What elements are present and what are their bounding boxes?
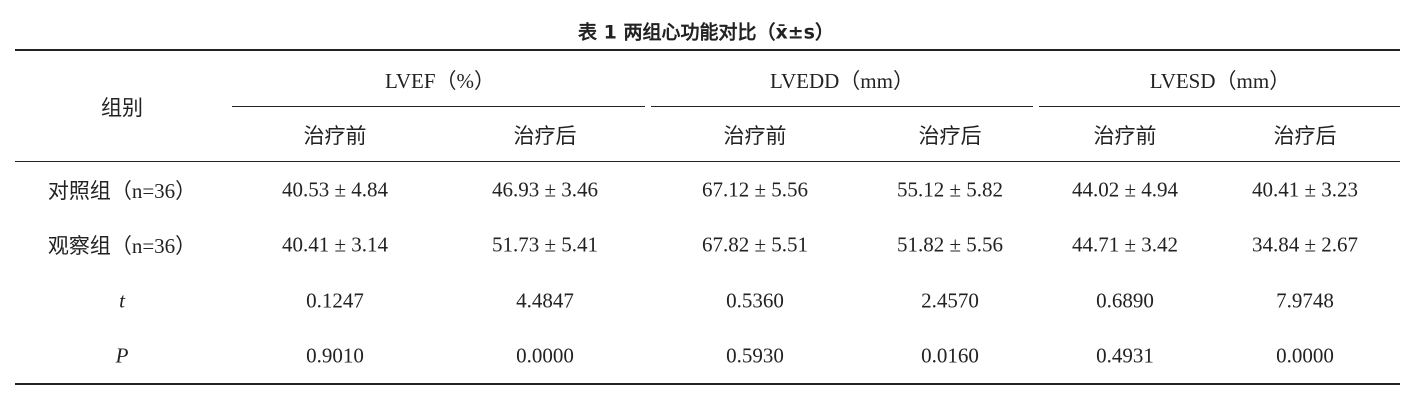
cell: 46.93 ± 3.46 bbox=[491, 177, 599, 202]
group-rule bbox=[232, 106, 645, 107]
cell: 0.5360 bbox=[726, 288, 784, 313]
cell: 0.5930 bbox=[726, 343, 784, 368]
cell: 0.1247 bbox=[306, 288, 364, 313]
bottom-rule bbox=[15, 383, 1400, 385]
cell: 55.12 ± 5.82 bbox=[896, 177, 1004, 202]
subheader: 治疗后 bbox=[918, 124, 982, 148]
top-rule bbox=[15, 49, 1400, 51]
table-title: 表 1 两组心功能对比（x̄±s） bbox=[578, 21, 834, 44]
row-label: P bbox=[115, 343, 129, 368]
cell: 44.02 ± 4.94 bbox=[1071, 177, 1179, 202]
cell: 34.84 ± 2.67 bbox=[1251, 232, 1359, 257]
group-header: 组别 bbox=[101, 96, 143, 120]
cell: 0.0000 bbox=[516, 343, 574, 368]
group-rule bbox=[651, 106, 1033, 107]
subheader: 治疗后 bbox=[1273, 124, 1337, 148]
group-label: LVEF（%） bbox=[384, 69, 496, 93]
group-rule bbox=[1039, 106, 1400, 107]
subheader: 治疗前 bbox=[303, 124, 367, 148]
cell: 51.82 ± 5.56 bbox=[896, 232, 1004, 257]
cell: 7.9748 bbox=[1276, 288, 1334, 313]
subheader: 治疗后 bbox=[513, 124, 577, 148]
cell: 40.53 ± 4.84 bbox=[281, 177, 389, 202]
cell: 0.0000 bbox=[1276, 343, 1334, 368]
cell: 0.4931 bbox=[1096, 343, 1154, 368]
header-rule bbox=[15, 161, 1400, 162]
cell: 4.4847 bbox=[516, 288, 574, 313]
row-label: t bbox=[119, 288, 125, 313]
cell: 40.41 ± 3.14 bbox=[281, 232, 389, 257]
cell: 51.73 ± 5.41 bbox=[491, 232, 599, 257]
cell: 40.41 ± 3.23 bbox=[1251, 177, 1359, 202]
subheader: 治疗前 bbox=[723, 124, 787, 148]
row-label: 观察组（n=36） bbox=[47, 234, 197, 258]
cell: 2.4570 bbox=[921, 288, 979, 313]
cell: 67.82 ± 5.51 bbox=[701, 232, 809, 257]
cell: 67.12 ± 5.56 bbox=[701, 177, 809, 202]
cell: 0.6890 bbox=[1096, 288, 1154, 313]
cell: 0.9010 bbox=[306, 343, 364, 368]
row-label: 对照组（n=36） bbox=[47, 179, 197, 203]
subheader: 治疗前 bbox=[1093, 124, 1157, 148]
cell: 0.0160 bbox=[921, 343, 979, 368]
group-label: LVEDD（mm） bbox=[770, 69, 914, 93]
group-label: LVESD（mm） bbox=[1149, 69, 1291, 93]
cell: 44.71 ± 3.42 bbox=[1071, 232, 1179, 257]
